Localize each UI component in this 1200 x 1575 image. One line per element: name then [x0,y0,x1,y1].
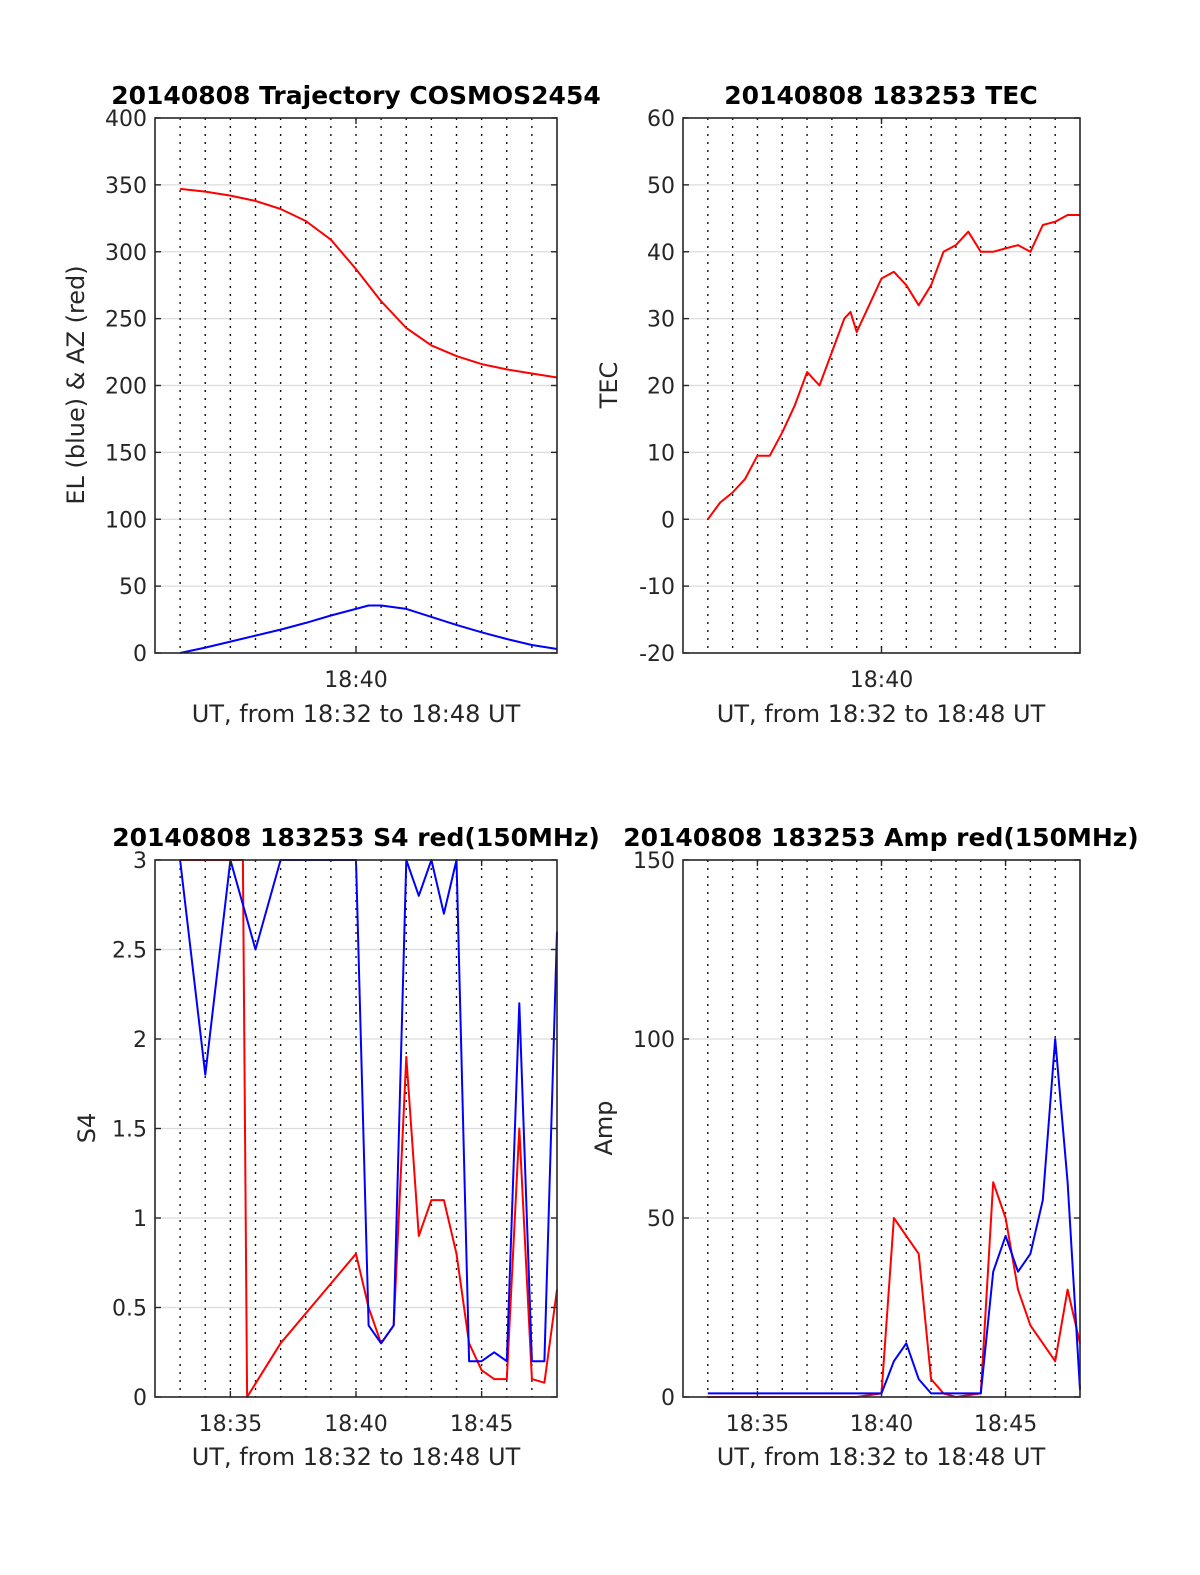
x-tick-labels: 18:35 18:40 18:45 [726,860,1037,1437]
x-tick-label: 18:40 [850,1412,913,1437]
y-tick-label: -20 [639,642,675,667]
y-axis-label: Amp [590,1100,618,1155]
x-tick-labels: 18:40 [850,118,913,693]
y-tick-label: 300 [105,241,147,266]
x-tick-label: 18:45 [450,1412,513,1437]
y-tick-label: 30 [647,308,675,333]
series-line-red [179,187,558,379]
chart-title: 20140808 Trajectory COSMOS2454 [111,81,601,110]
y-tick-label: 150 [105,441,147,466]
y-tick-label: 0 [661,508,675,533]
y-tick-label: 1.5 [112,1118,147,1143]
y-tick-label: 100 [633,1028,675,1053]
y-axis-label: S4 [73,1113,101,1144]
vertical-gridlines [179,118,533,653]
y-tick-label: 350 [105,174,147,199]
series-line-red [180,859,558,1398]
panel-amp: 0 50 100 150 18:35 18:40 18:45 20140808 18325… [590,823,1139,1471]
y-axis-label: EL (blue) & AZ (red) [62,265,90,504]
y-tick-label: 200 [105,375,147,400]
x-axis-label: UT, from 18:32 to 18:48 UT [192,1443,521,1471]
y-tick-label: 250 [105,308,147,333]
x-tick-labels: 18:35 18:40 18:45 [199,860,513,1437]
y-tick-label: 3 [133,849,147,874]
y-tick-label: 400 [105,107,147,132]
y-tick-label: 2 [133,1028,147,1053]
chart-title: 20140808 183253 S4 red(150MHz) [112,823,600,852]
horizontal-gridlines [683,1038,1080,1219]
series-line-blue [179,859,558,1363]
y-tick-label: 40 [647,241,675,266]
y-tick-label: 50 [647,174,675,199]
y-tick-label: 20 [647,375,675,400]
vertical-gridlines [707,860,1056,1397]
vertical-gridlines [707,118,1056,653]
y-tick-label: 0 [133,642,147,667]
y-tick-label: 150 [633,849,675,874]
y-tick-labels: 0 50 100 150 [633,849,1080,1411]
series-line-blue [707,1038,1081,1395]
y-tick-label: 60 [647,107,675,132]
series-line-red [707,1181,1081,1398]
series-line-blue [179,604,558,654]
y-tick-label: 0.5 [112,1297,147,1322]
y-tick-label: 0 [661,1386,675,1411]
x-axis-label: UT, from 18:32 to 18:48 UT [717,700,1046,728]
x-tick-label: 18:40 [324,1412,387,1437]
panel-tec: -20 -10 0 10 20 30 40 50 60 18:40 20140808 18325… [595,81,1081,728]
x-tick-label: 18:35 [726,1412,789,1437]
x-tick-label: 18:40 [850,668,913,693]
y-tick-labels: -20 -10 0 10 20 30 40 50 60 [639,107,1080,667]
chart-title: 20140808 183253 TEC [724,81,1037,110]
y-tick-label: 10 [647,441,675,466]
y-tick-label: 50 [119,575,147,600]
panel-s4: 0 0.5 1 1.5 2 2.5 3 18:35 18:40 18:45 20140808 1… [73,823,600,1471]
y-tick-label: -10 [639,575,675,600]
series-line-red [706,214,1080,520]
x-tick-labels: 18:40 [324,118,388,693]
x-axis-label: UT, from 18:32 to 18:48 UT [717,1443,1046,1471]
y-axis-label: TEC [595,362,623,410]
x-tick-label: 18:40 [324,668,387,693]
series-lines [707,1038,1081,1398]
series-lines [706,214,1080,520]
horizontal-gridlines [683,184,1080,587]
y-tick-label: 100 [105,508,147,533]
series-lines [179,187,558,654]
chart-title: 20140808 183253 Amp red(150MHz) [623,823,1139,852]
y-tick-label: 2.5 [112,939,147,964]
x-tick-label: 18:45 [974,1412,1037,1437]
x-tick-label: 18:35 [199,1412,262,1437]
panel-trajectory: 0 50 100 150 200 250 300 350 400 18:40 20140808 … [62,81,601,728]
y-tick-label: 0 [133,1386,147,1411]
y-tick-labels: 0 0.5 1 1.5 2 2.5 3 [112,849,557,1411]
y-tick-label: 1 [133,1207,147,1232]
horizontal-gridlines [155,184,557,587]
x-axis-label: UT, from 18:32 to 18:48 UT [192,700,521,728]
y-tick-labels: 0 50 100 150 200 250 300 350 400 [105,107,557,667]
y-tick-label: 50 [647,1207,675,1232]
